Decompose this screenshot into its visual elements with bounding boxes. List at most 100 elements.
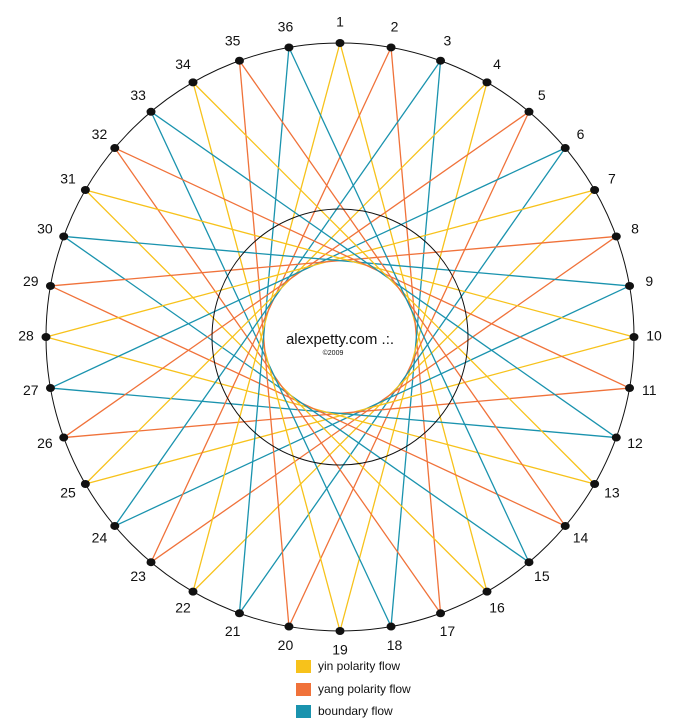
chord: [238, 47, 290, 614]
point-label: 16: [489, 600, 505, 616]
chord: [288, 47, 530, 563]
point: [590, 480, 600, 488]
point: [386, 622, 396, 631]
point-label: 17: [440, 623, 456, 639]
chord: [114, 147, 630, 389]
point-label: 9: [645, 273, 653, 289]
chord: [114, 285, 630, 527]
copyright: ©2009: [323, 349, 344, 357]
point-label: 3: [443, 33, 451, 49]
point: [45, 281, 55, 290]
point-label: 31: [60, 171, 76, 187]
point-label: 33: [130, 87, 146, 103]
point-label: 36: [278, 18, 294, 34]
chord: [84, 189, 488, 593]
point-label: 4: [493, 56, 501, 72]
chord: [50, 147, 566, 389]
chord: [339, 82, 488, 632]
point: [386, 43, 396, 52]
point: [560, 521, 570, 530]
point: [110, 144, 120, 153]
point-label: 1: [336, 14, 344, 30]
chord: [150, 111, 617, 439]
chord: [63, 111, 530, 439]
point: [611, 232, 621, 241]
chord: [50, 235, 617, 287]
point: [284, 43, 294, 52]
point-label: 5: [538, 87, 546, 103]
point-label: 14: [573, 530, 589, 546]
point-label: 7: [608, 171, 616, 187]
legend-swatch: [296, 660, 311, 673]
point: [482, 78, 492, 87]
point: [80, 186, 90, 194]
point-label: 8: [631, 220, 639, 236]
legend-swatch: [296, 705, 311, 718]
point: [625, 281, 635, 290]
point: [335, 627, 345, 635]
chord: [85, 336, 635, 485]
point: [560, 144, 570, 153]
chord: [192, 42, 341, 592]
legend-label: yin polarity flow: [318, 659, 400, 673]
legend-label: yang polarity flow: [318, 682, 411, 696]
point: [284, 622, 294, 631]
point-label: 10: [646, 328, 662, 344]
point: [590, 186, 600, 194]
point-label: 18: [387, 637, 403, 653]
point: [45, 384, 55, 393]
point: [482, 587, 492, 596]
chord: [85, 189, 635, 338]
point: [146, 107, 156, 116]
point-label: 2: [391, 18, 399, 34]
points: [41, 39, 639, 635]
chord: [50, 387, 617, 439]
chord: [390, 47, 442, 614]
point: [188, 78, 198, 87]
chord: [50, 285, 566, 527]
chord: [84, 81, 488, 485]
point: [59, 232, 69, 241]
point-label: 28: [18, 328, 34, 344]
point: [234, 56, 244, 65]
chord: [238, 60, 566, 527]
point-label: 23: [130, 568, 146, 584]
point-label: 21: [225, 623, 241, 639]
chord: [150, 235, 617, 563]
chord: [390, 60, 442, 627]
legend-label: boundary flow: [318, 704, 393, 718]
point-label: 19: [332, 642, 348, 658]
chord: [192, 81, 596, 485]
chord: [238, 147, 566, 614]
point: [59, 433, 69, 442]
point-label: 27: [23, 382, 39, 398]
inner-circle: [211, 208, 469, 466]
chord: [150, 47, 392, 563]
point-label: 29: [23, 273, 39, 289]
point: [625, 384, 635, 393]
point-label: 11: [642, 382, 657, 398]
point: [335, 39, 345, 47]
chord: [114, 60, 442, 527]
point: [110, 521, 120, 530]
chords: [45, 42, 635, 632]
point: [611, 433, 621, 442]
point: [80, 480, 90, 488]
point-label: 32: [92, 126, 108, 142]
chord: [114, 147, 442, 614]
point: [188, 587, 198, 596]
point: [524, 107, 534, 116]
point-label: 12: [627, 435, 643, 451]
point-label: 20: [278, 637, 294, 653]
point: [146, 558, 156, 567]
point: [436, 609, 446, 618]
point-label: 30: [37, 220, 53, 236]
chord: [45, 336, 595, 485]
point-label: 15: [534, 568, 550, 584]
site-name: alexpetty.com .:.: [286, 331, 394, 348]
point: [524, 558, 534, 567]
point-label: 6: [577, 126, 585, 142]
point-label: 34: [175, 56, 191, 72]
point: [436, 56, 446, 65]
chord: [339, 42, 488, 592]
